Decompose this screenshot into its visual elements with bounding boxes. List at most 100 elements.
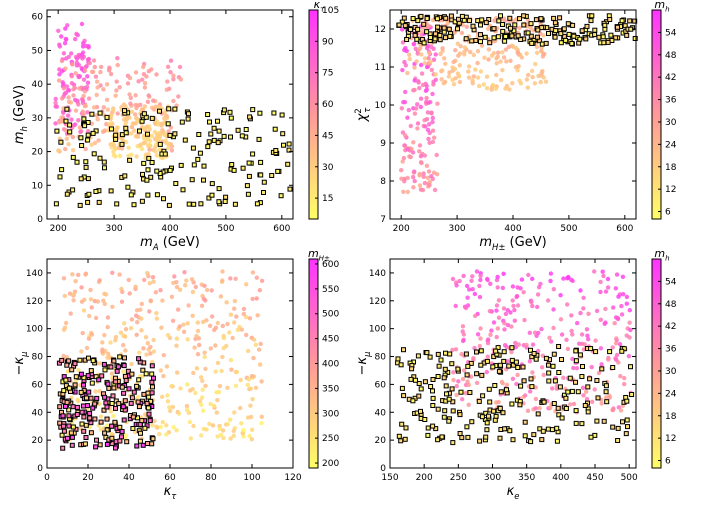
square-point [54, 128, 60, 134]
square-point [244, 183, 250, 189]
square-point [149, 363, 155, 369]
square-point [600, 34, 606, 40]
scatter-point [228, 312, 234, 317]
scatter-point [434, 172, 440, 177]
square-point [136, 356, 142, 362]
colorbar-tick-label: 36 [665, 345, 677, 355]
square-point [113, 445, 118, 451]
scatter-point [457, 79, 463, 85]
square-point [521, 378, 527, 384]
square-point [101, 159, 107, 165]
square-point [73, 374, 79, 380]
scatter-point [73, 97, 78, 103]
square-point [108, 364, 114, 370]
square-point [85, 373, 91, 379]
square-point [145, 390, 151, 396]
square-point [607, 349, 613, 355]
square-point [53, 201, 59, 207]
scatter-point [194, 333, 199, 339]
scatter-point [166, 145, 171, 151]
scatter-point [168, 58, 174, 63]
square-point [455, 26, 460, 32]
scatter-point [84, 345, 90, 351]
square-point [123, 125, 129, 131]
square-point [501, 358, 507, 364]
x-tick-label: 200 [50, 224, 67, 234]
scatter-point [464, 24, 469, 29]
scatter-point [53, 100, 58, 106]
x-tick-label: 600 [273, 224, 290, 234]
scatter-point [530, 276, 535, 281]
square-point [410, 16, 416, 21]
square-point [441, 25, 447, 31]
square-point [538, 16, 544, 22]
scatter-point [536, 330, 541, 336]
scatter-point [592, 387, 597, 392]
scatter-point [445, 20, 451, 26]
square-point [92, 401, 98, 407]
scatter-point [100, 349, 105, 354]
scatter-point [534, 50, 540, 55]
square-point [235, 127, 241, 133]
square-point [409, 366, 415, 372]
square-point [279, 112, 285, 118]
scatter-point [188, 436, 193, 441]
x-tick-label: 400 [552, 473, 569, 483]
scatter-point [110, 270, 115, 275]
scatter-point [187, 419, 193, 425]
scatter-point [453, 347, 459, 352]
scatter-point [401, 155, 407, 161]
square-point [119, 434, 124, 440]
scatter-point [61, 86, 67, 91]
scatter-point [533, 61, 538, 67]
square-point [98, 419, 104, 425]
square-point [443, 383, 449, 389]
y-axis-label: χ2τ [353, 107, 372, 123]
square-point [509, 33, 515, 39]
scatter-point [215, 434, 220, 439]
scatter-point [147, 309, 152, 314]
scatter-point [502, 327, 507, 332]
scatter-point [145, 341, 150, 346]
scatter-point [510, 81, 515, 86]
scatter-point [200, 387, 205, 392]
scatter-point [450, 347, 455, 353]
scatter-point [259, 278, 265, 283]
scatter-point [111, 143, 117, 148]
scatter-point [125, 114, 130, 120]
square-point [629, 392, 635, 397]
scatter-point [172, 274, 177, 279]
scatter-point [399, 106, 404, 111]
scatter-point [498, 77, 504, 83]
square-point [117, 438, 123, 444]
square-point [545, 426, 551, 432]
scatter-point [510, 376, 516, 381]
scatter-point [470, 81, 475, 86]
scatter-point [626, 354, 632, 359]
scatter-point [148, 298, 153, 303]
scatter-point [165, 79, 170, 84]
scatter-point [430, 115, 435, 121]
square-point [573, 420, 579, 426]
x-tick-label: 200 [416, 473, 433, 483]
square-point [531, 351, 537, 356]
scatter-point [493, 86, 499, 92]
scatter-point [108, 409, 114, 414]
colorbar-tick-label: 6 [665, 457, 671, 467]
scatter-point [417, 171, 422, 177]
scatter-point [160, 155, 165, 161]
scatter-point [82, 68, 88, 73]
scatter-point [490, 82, 496, 88]
square-point [508, 25, 513, 31]
scatter-point [414, 106, 419, 111]
square-point [57, 404, 63, 410]
scatter-point [407, 56, 412, 62]
scatter-point [70, 148, 76, 153]
scatter-point [580, 385, 586, 390]
square-point [94, 437, 99, 443]
scatter-point [624, 333, 629, 338]
scatter-point [510, 298, 515, 303]
scatter-point [76, 399, 81, 404]
scatter-point [68, 100, 74, 105]
x-axis-label: mA (GeV) [140, 235, 200, 252]
